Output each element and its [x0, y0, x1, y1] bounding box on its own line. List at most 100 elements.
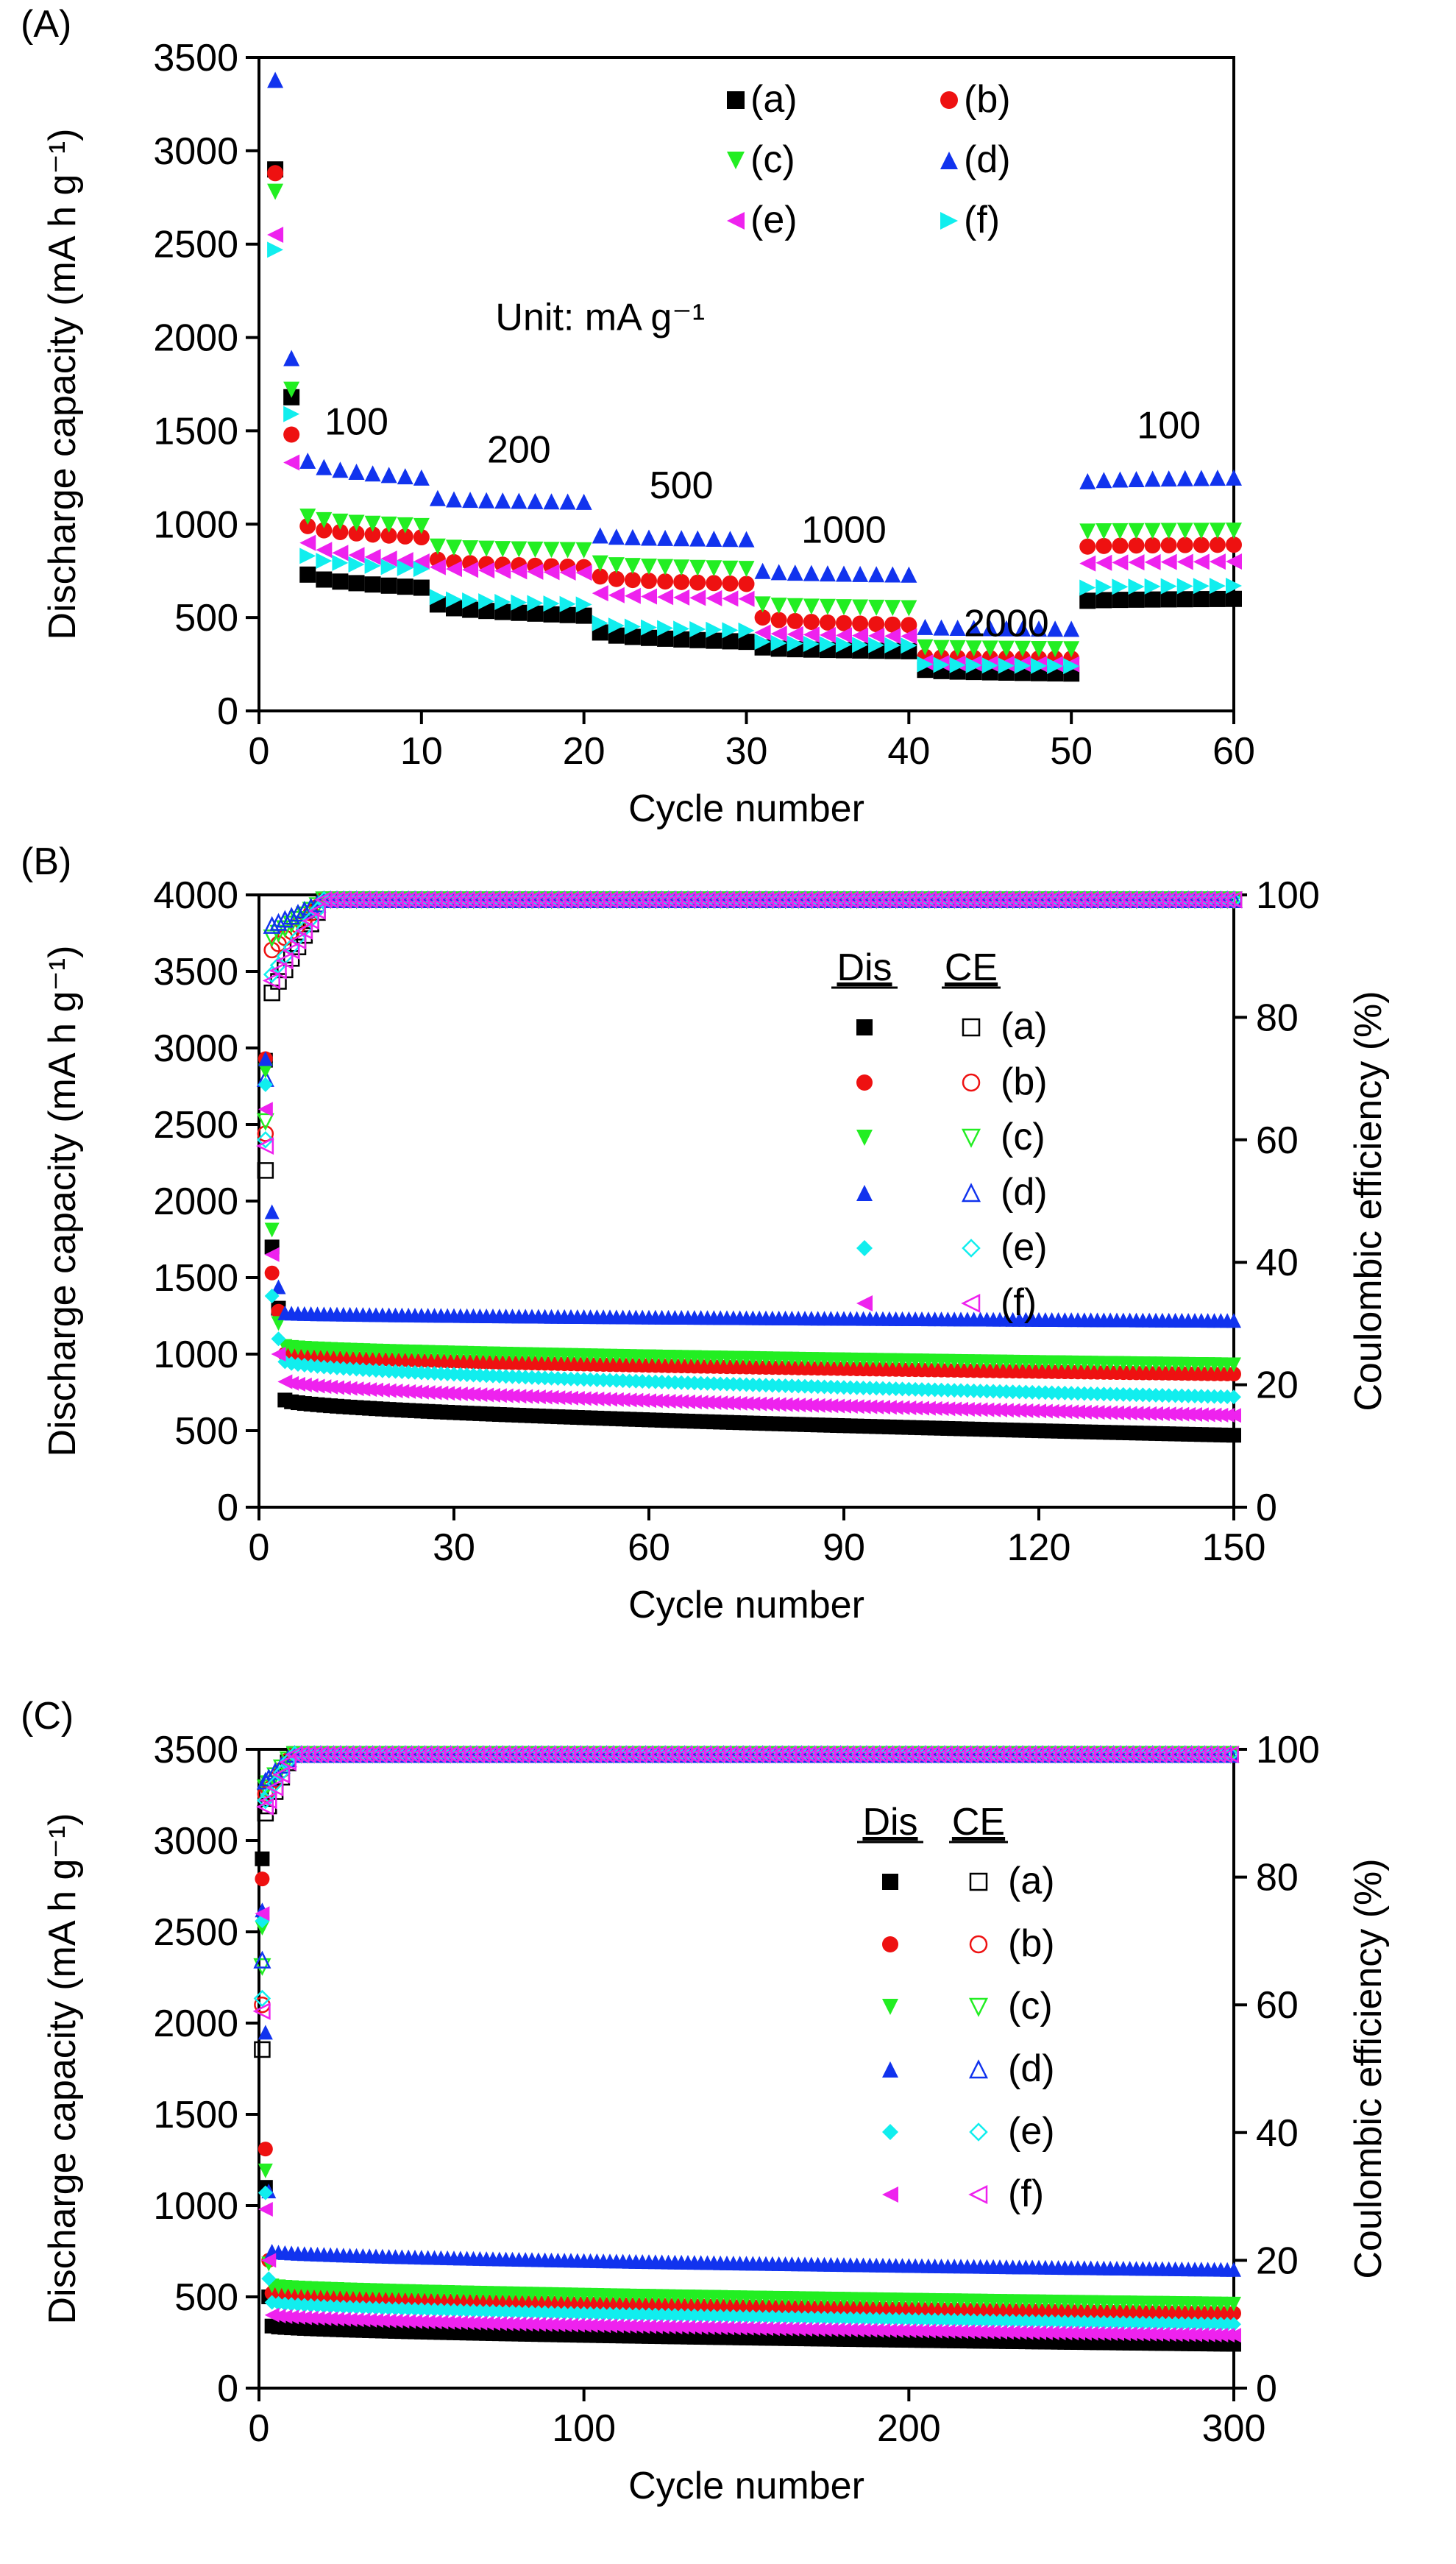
dis-point-f: [316, 1379, 332, 1395]
legend-marker-c: [727, 152, 745, 169]
point-a: [316, 571, 333, 588]
point-c: [738, 561, 755, 578]
point-c: [786, 598, 803, 615]
point-e: [446, 561, 462, 578]
y-tick-label: 2500: [153, 224, 238, 266]
point-a: [1176, 591, 1193, 608]
x-tick-label: 120: [1007, 1526, 1071, 1569]
point-e: [1226, 553, 1242, 570]
dis-series-b: [255, 1871, 1241, 2321]
point-c: [1063, 641, 1080, 658]
point-d: [933, 619, 950, 636]
point-d: [754, 562, 771, 579]
ce-point-f: [1218, 890, 1236, 909]
legend-label-c: (c): [750, 138, 795, 181]
legend-label-c: (c): [1001, 1116, 1045, 1158]
legend-dis-marker-f: [882, 2186, 898, 2203]
legend-ce-marker-a: [962, 1018, 981, 1037]
point-c: [1160, 523, 1177, 539]
legend-dis-marker-c: [856, 1130, 873, 1146]
plot-frame: [258, 56, 1235, 712]
point-b: [673, 573, 690, 590]
point-e: [429, 559, 446, 576]
point-e: [494, 562, 511, 579]
dis-point-f: [323, 1379, 338, 1395]
point-e: [283, 454, 300, 471]
ce-point-c: [253, 1958, 271, 1976]
y2-tick-label: 60: [1256, 1119, 1299, 1162]
point-d: [478, 492, 495, 509]
point-f: [267, 241, 284, 258]
point-e: [673, 589, 690, 606]
dis-point-d: [258, 2025, 273, 2040]
dis-point-b: [1226, 2306, 1241, 2321]
point-c: [673, 559, 690, 576]
point-e: [722, 590, 739, 607]
dis-series-d: [258, 1051, 1241, 1328]
ce-series-b: [254, 1746, 1239, 2014]
point-e: [754, 624, 771, 641]
panel-b: 0 30 60 90 120 150050010001500200025003000350…: [21, 840, 1390, 1626]
ce-series-e: [257, 890, 1243, 1149]
point-d: [949, 620, 966, 637]
point-f: [657, 620, 674, 637]
point-e: [592, 585, 608, 602]
y2-tick-label: 100: [1256, 1729, 1320, 1771]
point-b: [1079, 538, 1096, 555]
point-a: [1079, 592, 1096, 609]
point-f: [364, 557, 381, 574]
point-d: [283, 350, 300, 366]
dis-point-f: [271, 2309, 286, 2324]
y-tick-label: 2000: [153, 317, 238, 360]
point-c: [981, 640, 998, 657]
y-axis-title: Discharge capacity (mA h g⁻¹): [41, 1813, 84, 2324]
legend: Dis CE(a) (b) (c) (d) (e) (f): [831, 946, 1048, 1324]
dis-point-e: [261, 2271, 277, 2287]
point-f: [478, 593, 495, 610]
point-b: [316, 522, 333, 539]
point-b: [397, 528, 413, 545]
point-f: [917, 656, 934, 673]
y-tick-label: 4000: [153, 874, 238, 917]
point-c: [267, 183, 284, 200]
ce-point-d: [288, 904, 308, 922]
ce-point-e: [257, 1131, 274, 1149]
ce-point-f: [252, 2002, 271, 2020]
point-c: [917, 639, 934, 656]
point-e: [1193, 553, 1210, 570]
legend-header-dis: Dis: [862, 1801, 917, 1844]
point-c: [657, 559, 674, 576]
y-tick-label: 1500: [153, 1257, 238, 1300]
x-tick-label: 100: [552, 2407, 616, 2450]
point-d: [462, 492, 479, 509]
point-c: [299, 509, 316, 525]
point-c: [1047, 641, 1064, 658]
point-e: [316, 542, 333, 559]
y2-tick-label: 0: [1256, 1487, 1277, 1529]
point-f: [1209, 578, 1226, 595]
point-a: [543, 606, 560, 623]
point-c: [478, 540, 495, 557]
ce-point-d: [253, 1950, 271, 1969]
ce-point-e: [253, 1989, 271, 2008]
point-f: [1128, 578, 1145, 595]
point-c: [413, 517, 430, 534]
legend-dis-marker-b: [856, 1074, 873, 1091]
point-f: [836, 636, 852, 653]
legend-dis-marker-a: [856, 1019, 873, 1035]
point-c: [624, 558, 641, 575]
ce-point-d: [276, 910, 294, 928]
point-e: [852, 627, 869, 644]
legend-label-a: (a): [1008, 1860, 1055, 1902]
legend-label-f: (f): [1001, 1281, 1037, 1324]
y-tick-label: 3500: [153, 951, 238, 994]
point-c: [803, 598, 820, 615]
ce-series-d: [253, 1745, 1240, 1969]
ce-point-f: [295, 921, 313, 940]
legend-ce-marker-b: [962, 1073, 981, 1092]
point-c: [1193, 523, 1210, 539]
point-f: [1031, 657, 1047, 674]
point-d: [364, 465, 381, 482]
legend-ce-marker-b: [969, 1935, 988, 1954]
rate-label: 100: [1137, 405, 1201, 447]
